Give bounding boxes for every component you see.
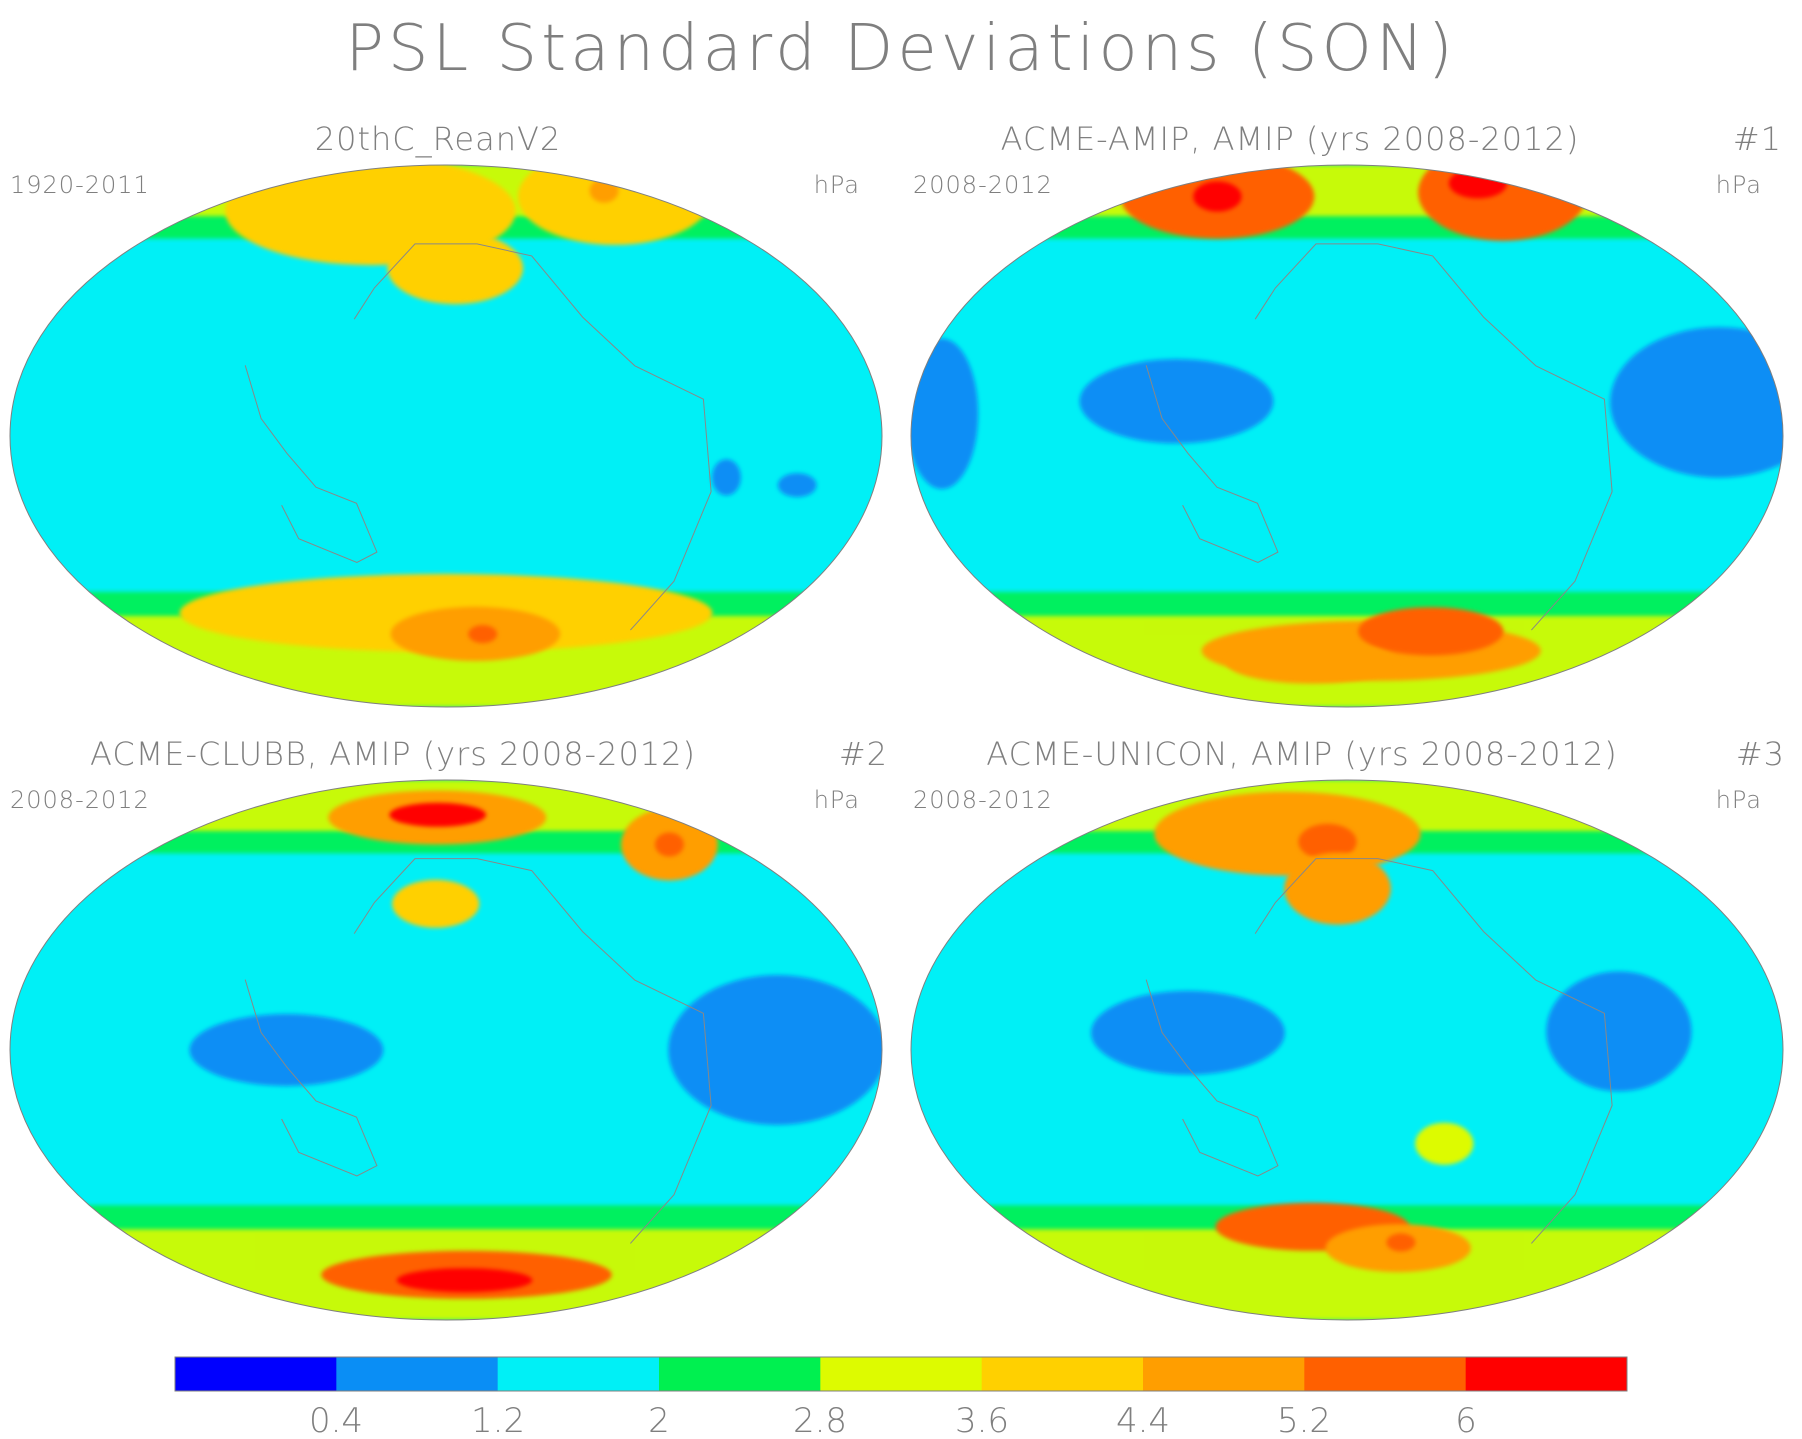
panel-title: ACME-UNICON, AMIP (yrs 2008-2012): [986, 735, 1617, 773]
coastline: [1254, 858, 1613, 1244]
colorbar-label: 2: [648, 1401, 670, 1439]
contour-feature: [589, 178, 619, 203]
contour-feature: [1284, 852, 1391, 925]
map-plot: [910, 779, 1784, 1321]
map-outline: [9, 779, 883, 1321]
coastline: [1145, 365, 1279, 564]
colorbar-swatch: [1304, 1357, 1467, 1391]
colorbar-label: 2.8: [793, 1401, 847, 1439]
map-outline: [9, 164, 883, 708]
colorbar-label: 6: [1455, 1401, 1477, 1439]
contour-feature: [668, 975, 882, 1125]
panel-units: hPa: [814, 171, 860, 199]
contour-feature: [1298, 823, 1357, 860]
map-panel-acme-unicon: ACME-UNICON, AMIP (yrs 2008-2012) #3 200…: [910, 735, 1785, 1321]
colorbar-label: 4.4: [1116, 1401, 1170, 1439]
map-background: [911, 780, 1783, 1320]
colorbar-swatch: [175, 1357, 337, 1391]
colorbar-swatch: [981, 1357, 1144, 1391]
contour-feature: [1079, 359, 1274, 444]
contour-feature: [1091, 990, 1285, 1075]
colorbar-label: 3.6: [955, 1401, 1009, 1439]
contour-feature: [911, 338, 979, 490]
contour-feature: [189, 1014, 384, 1086]
panel-period: 2008-2012: [913, 171, 1053, 199]
contour-feature: [1386, 1233, 1416, 1252]
panel-number: #1: [1733, 120, 1782, 158]
map-panel-acme-clubb: ACME-CLUBB, AMIP (yrs 2008-2012) #2 2008…: [9, 735, 888, 1321]
map-plot: [9, 164, 883, 708]
map-panel-acme-amip: ACME-AMIP, AMIP (yrs 2008-2012) #1 2008-…: [910, 120, 1784, 708]
panel-title: 20thC_ReanV2: [315, 120, 562, 158]
colorbar-label: 0.4: [309, 1401, 363, 1439]
panel-title: ACME-CLUBB, AMIP (yrs 2008-2012): [90, 735, 696, 773]
contour-feature: [468, 625, 498, 644]
colorbar-label: 1.2: [471, 1401, 525, 1439]
contour-feature: [711, 459, 741, 496]
map-plot: [9, 779, 883, 1321]
coastline: [353, 858, 712, 1244]
coastline: [1145, 979, 1279, 1177]
contour-feature: [1193, 181, 1242, 212]
figure-title: PSL Standard Deviations (SON): [345, 12, 1456, 86]
contour-feature: [396, 1268, 533, 1293]
panel-number: #2: [839, 735, 888, 773]
map-outline: [910, 779, 1784, 1321]
panel-title: ACME-AMIP, AMIP (yrs 2008-2012): [1001, 120, 1580, 158]
colorbar-swatch: [497, 1357, 660, 1391]
contour-feature: [1546, 971, 1692, 1092]
contour-feature: [392, 879, 480, 928]
colorbar-swatch: [820, 1357, 983, 1391]
panel-units: hPa: [1716, 171, 1762, 199]
contour-feature: [654, 832, 684, 857]
colorbar-swatch: [1465, 1357, 1628, 1391]
map-background: [911, 165, 1783, 707]
colorbar-swatch: [336, 1357, 499, 1391]
contour-feature: [389, 802, 487, 827]
colorbar: 0.4 1.2 2 2.8 3.6 4.4 5.2 6: [174, 1356, 1628, 1439]
contour-feature: [777, 473, 817, 498]
contour-feature: [387, 231, 523, 305]
colorbar-swatch: [659, 1357, 821, 1391]
coastline: [1254, 243, 1613, 631]
map-outline: [910, 164, 1784, 708]
panel-period: 1920-2011: [10, 171, 150, 199]
map-background: [10, 165, 882, 707]
panel-number: #3: [1736, 735, 1785, 773]
map-background: [10, 780, 882, 1320]
contour-feature: [1226, 641, 1397, 684]
panel-period: 2008-2012: [10, 786, 150, 814]
colorbar-swatch: [1143, 1357, 1305, 1391]
panel-period: 2008-2012: [913, 786, 1053, 814]
colorbar-label: 5.2: [1277, 1401, 1331, 1439]
map-plot: [910, 164, 1784, 708]
contour-feature: [1418, 165, 1588, 241]
coastline: [244, 979, 378, 1177]
coastline: [353, 243, 712, 631]
contour-feature: [1415, 1122, 1474, 1165]
contour-feature: [1448, 168, 1508, 199]
contour-feature: [1154, 791, 1421, 876]
coastline: [244, 365, 378, 564]
map-panel-20thc-reanv2: 20thC_ReanV2 1920-2011 hPa: [9, 120, 883, 708]
colorbar-frame: [174, 1356, 1628, 1392]
contour-feature: [1358, 607, 1504, 656]
panel-units: hPa: [814, 786, 860, 814]
panel-units: hPa: [1716, 786, 1762, 814]
